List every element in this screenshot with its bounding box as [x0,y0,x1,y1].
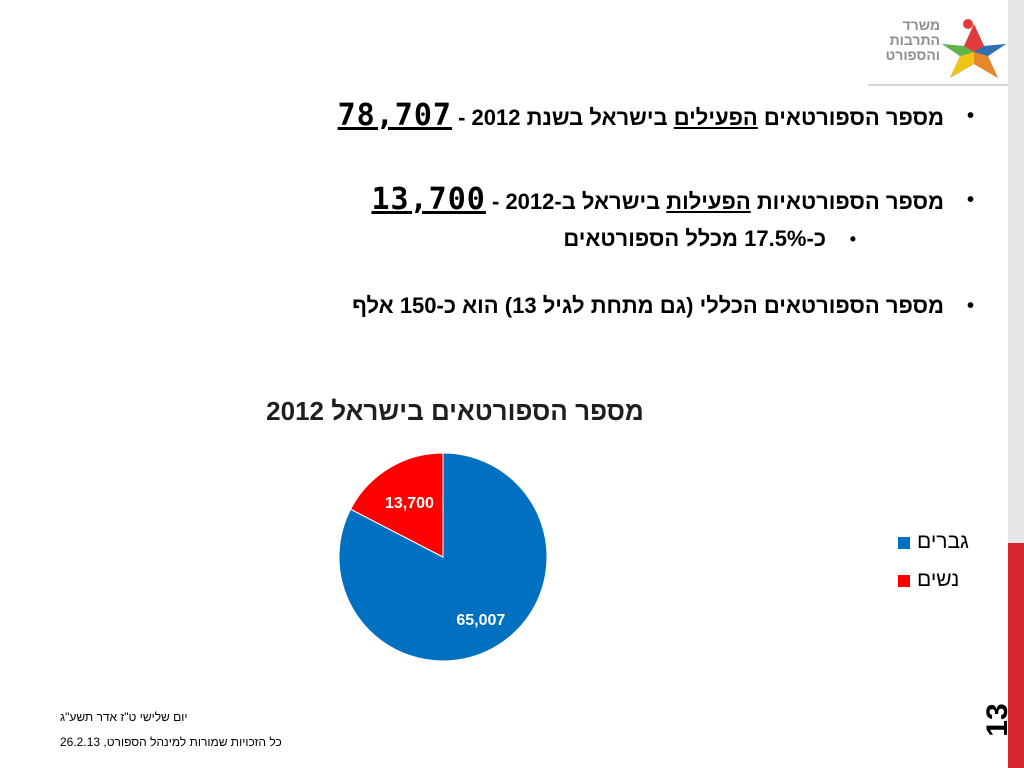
bullet-dot: • [966,295,974,317]
side-accent-red [1008,543,1024,768]
footer-copyright: כל הזכויות שמורות למינהל הספורט, 26.2.13 [60,735,282,749]
side-accent-grey [1008,0,1024,543]
pie-label-men: 65,007 [456,612,505,629]
slide-number: 13 [981,703,1014,737]
bullet-1-emph: הפעילים [673,105,758,130]
sub-bullet-dot: • [849,229,856,249]
pie-label-women: 13,700 [385,495,434,512]
logo-text: משרד התרבות והספורט [860,18,940,63]
footer-date-hebrew: יום שלישי ט"ז אדר תשע"ג [60,710,188,724]
logo-divider [868,84,1008,86]
legend-swatch-men [898,537,910,549]
chart-title: מספר הספורטאים בישראל 2012 [266,396,644,426]
legend-label-women: נשים [917,568,960,591]
sub-bullet-text: כ-17.5% מכלל הספורטאים [563,226,826,251]
bullet-dot: • [966,105,974,127]
bullet-active-female-athletes: • מספר הספורטאיות הפעילות בישראל ב-2012 … [371,180,975,222]
bullet-2-emph: הפעילות [666,189,751,214]
legend-item-women: נשים [895,568,1005,608]
pie-slice-men [338,452,548,662]
bullet-3-text: מספר הספורטאים הכללי (גם מתחת לגיל 13) ה… [352,293,944,318]
sub-bullet-percentage: • כ-17.5% מכלל הספורטאים [563,224,856,254]
logo-line-2: התרבות [889,32,940,48]
side-accent-bar [1008,0,1024,768]
bullet-active-athletes: • מספר הספורטאים הפעילים בישראל בשנת 201… [337,96,974,138]
bullet-total-athletes: • מספר הספורטאים הכללי (גם מתחת לגיל 13)… [352,286,974,326]
pie-slice-women [349,452,444,558]
logo-line-3: והספורט [885,47,940,63]
legend-swatch-women [898,575,910,587]
legend-label-men: גברים [917,530,969,553]
bullet-1-text: מספר הספורטאים [757,105,944,130]
bullet-dot: • [966,189,974,211]
legend-item-men: גברים [895,530,1005,570]
bullet-1-rest: בישראל בשנת 2012 - [451,105,674,130]
star-logo-icon [942,19,1006,78]
bullet-2-rest: בישראל ב-2012 - [485,189,667,214]
bullet-1-number: 78,707 [337,98,452,133]
bullet-2-number: 13,700 [371,182,486,217]
chart-legend: גברים נשים [895,530,1005,608]
logo-line-1: משרד [902,17,940,33]
pie-chart: 65,007 13,700 [338,452,548,662]
bullet-2-text: מספר הספורטאיות [750,189,944,214]
ministry-logo: משרד התרבות והספורט [868,16,1008,86]
